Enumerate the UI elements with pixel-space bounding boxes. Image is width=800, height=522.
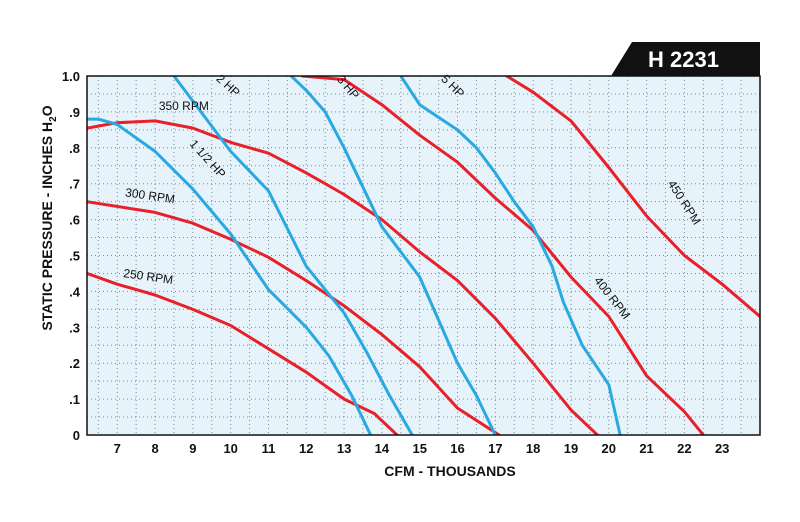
y-axis-title-end: O (39, 105, 55, 116)
model-title: H 2231 (648, 47, 719, 72)
y-tick-label: .8 (69, 141, 80, 156)
y-tick-label: .6 (69, 213, 80, 228)
x-tick-label: 11 (262, 441, 276, 456)
y-tick-label: .3 (69, 320, 80, 335)
y-axis-title: STATIC PRESSURE - INCHES H2O (39, 105, 59, 330)
series-line-300-rpm (87, 200, 501, 435)
series-line-400-rpm (301, 76, 705, 435)
series-line-2-hp (172, 76, 414, 435)
y-tick-label: .5 (69, 249, 80, 264)
x-axis-ticks: 7 8 9 10 11 12 13 14 15 16 17 18 19 20 21 22 23 (114, 441, 730, 456)
x-axis-title: CFM - THOUSANDS (384, 463, 515, 479)
plot-border (86, 75, 761, 436)
series-label-350-rpm: 350 RPM (159, 99, 209, 113)
y-tick-label: .4 (69, 284, 81, 299)
x-tick-label: 14 (375, 441, 390, 456)
x-tick-label: 22 (677, 441, 691, 456)
x-tick-label: 12 (299, 441, 313, 456)
x-tick-label: 8 (151, 441, 158, 456)
series-layer (87, 76, 760, 435)
x-tick-label: 15 (412, 441, 426, 456)
x-tick-label: 19 (564, 441, 578, 456)
x-tick-label: 10 (223, 441, 237, 456)
y-tick-label: .1 (69, 392, 80, 407)
x-tick-label: 7 (114, 441, 121, 456)
y-tick-label: .9 (69, 105, 80, 120)
y-tick-label: .2 (69, 356, 80, 371)
y-axis-ticks: 0 .1 .2 .3 .4 .5 .6 .7 .8 .9 1.0 (62, 69, 81, 443)
model-banner-shape (611, 42, 760, 76)
series-line-3-hp (289, 76, 497, 435)
y-tick-label: 1.0 (62, 69, 80, 84)
series-label-300-rpm: 300 RPM (124, 185, 175, 206)
x-tick-label: 9 (189, 441, 196, 456)
x-tick-label: 16 (450, 441, 464, 456)
y-tick-label: 0 (73, 428, 80, 443)
y-axis-title-main: STATIC PRESSURE - INCHES H (39, 122, 55, 331)
series-line-450-rpm (505, 76, 760, 318)
x-tick-label: 20 (602, 441, 616, 456)
x-tick-label: 21 (639, 441, 653, 456)
x-tick-label: 17 (488, 441, 502, 456)
series-line-5-hp (399, 76, 622, 435)
model-banner: H 2231 (611, 42, 760, 76)
x-tick-label: 18 (526, 441, 540, 456)
series-line-250-rpm (87, 271, 399, 435)
y-tick-label: .7 (69, 177, 80, 192)
series-label-250-rpm: 250 RPM (123, 266, 174, 287)
series-line-1-1-2-hp (87, 117, 373, 435)
series-line-350-rpm (87, 119, 599, 435)
y-axis-title-subscript: 2 (48, 116, 59, 122)
x-tick-label: 23 (715, 441, 729, 456)
x-tick-label: 13 (337, 441, 351, 456)
